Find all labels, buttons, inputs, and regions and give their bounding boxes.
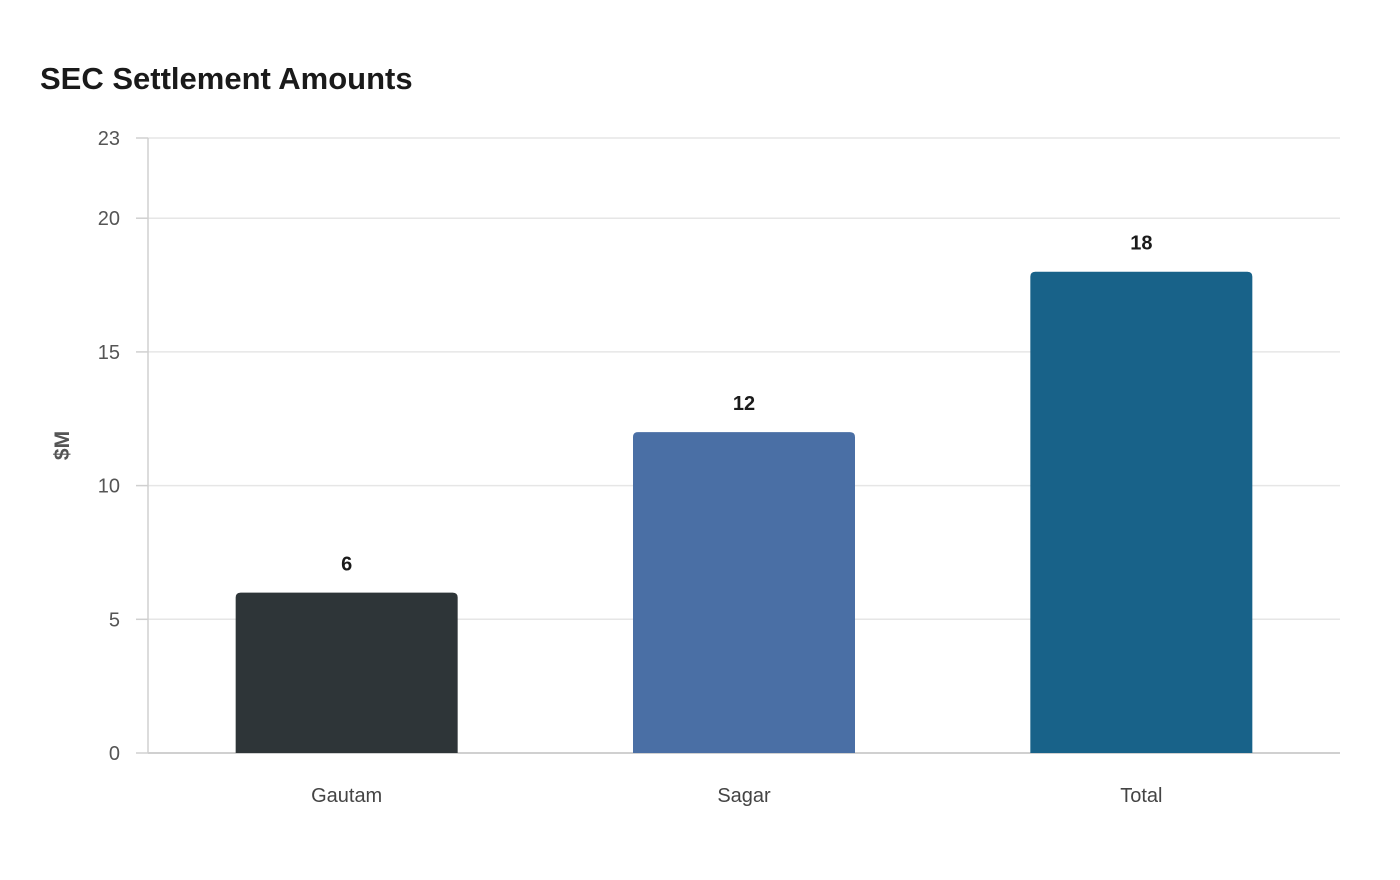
y-axis-title: $M xyxy=(51,431,74,460)
y-tick-label: 0 xyxy=(109,743,120,765)
x-tick-label-gautam: Gautam xyxy=(311,785,382,807)
bar-sagar xyxy=(633,432,855,753)
y-tick-label: 20 xyxy=(98,208,120,230)
labels: 6 Gautam 12 Sagar 18 Total xyxy=(311,233,1162,807)
value-label-total: 18 xyxy=(1130,233,1152,255)
bar-gautam xyxy=(235,592,458,753)
x-tick-label-total: Total xyxy=(1120,785,1162,807)
y-tick-label: 10 xyxy=(98,476,120,498)
y-tick-label: 23 xyxy=(98,128,120,150)
bars xyxy=(235,271,1253,753)
bar-total xyxy=(1030,271,1253,753)
y-tick-label: 5 xyxy=(109,609,120,631)
chart-title: SEC Settlement Amounts xyxy=(40,61,413,96)
value-label-sagar: 12 xyxy=(733,393,755,415)
x-tick-label-sagar: Sagar xyxy=(717,785,771,807)
y-tick-label: 15 xyxy=(98,342,120,364)
value-label-gautam: 6 xyxy=(341,554,352,576)
